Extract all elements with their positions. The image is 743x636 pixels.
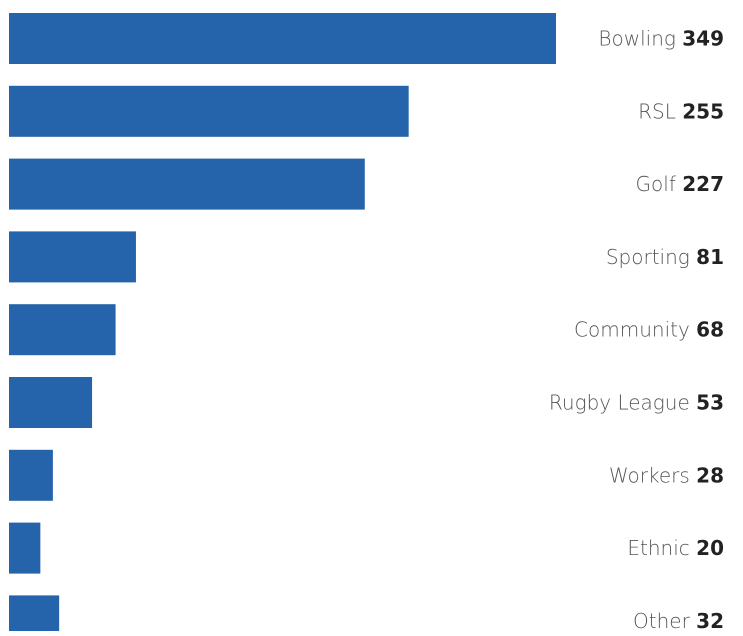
bar-ethnic (9, 522, 41, 574)
label-rsl: RSL 255 (638, 99, 724, 123)
label-rugby-league: Rugby League 53 (549, 391, 724, 415)
bar-other (9, 595, 60, 636)
label-bowling: Bowling 349 (598, 27, 724, 51)
value-label: 53 (696, 391, 724, 415)
bar-sporting (9, 231, 136, 283)
label-sporting: Sporting 81 (606, 245, 724, 269)
bar-community (9, 304, 116, 356)
value-label: 349 (682, 27, 724, 51)
category-label: Other (633, 609, 696, 631)
category-label: Community (574, 318, 696, 342)
category-label: Rugby League (549, 391, 696, 415)
category-label: Ethnic (627, 536, 696, 560)
category-label: RSL (638, 99, 682, 123)
label-other: Other 32 (633, 609, 724, 631)
bar-rsl (9, 85, 409, 137)
bar-bowling (9, 13, 556, 64)
category-label: Sporting (606, 245, 696, 269)
value-label: 68 (696, 318, 724, 342)
label-workers: Workers 28 (609, 463, 724, 487)
value-label: 32 (696, 609, 724, 631)
bar-workers (9, 449, 53, 501)
category-label: Bowling (598, 27, 682, 51)
category-label: Golf (636, 172, 683, 196)
value-label: 81 (696, 245, 724, 269)
category-label: Workers (609, 463, 696, 487)
value-label: 227 (682, 172, 724, 196)
bars-group (9, 13, 556, 636)
bar-rugby-league (9, 377, 93, 428)
label-community: Community 68 (574, 318, 724, 342)
value-label: 28 (696, 463, 724, 487)
label-ethnic: Ethnic 20 (627, 536, 724, 560)
value-label: 20 (696, 536, 724, 560)
bar-golf (9, 158, 365, 210)
labels-group: Bowling 349 RSL 255 Golf 227 Sporting 81 Com… (549, 27, 724, 633)
label-golf: Golf 227 (636, 172, 724, 196)
value-label: 255 (682, 99, 724, 123)
